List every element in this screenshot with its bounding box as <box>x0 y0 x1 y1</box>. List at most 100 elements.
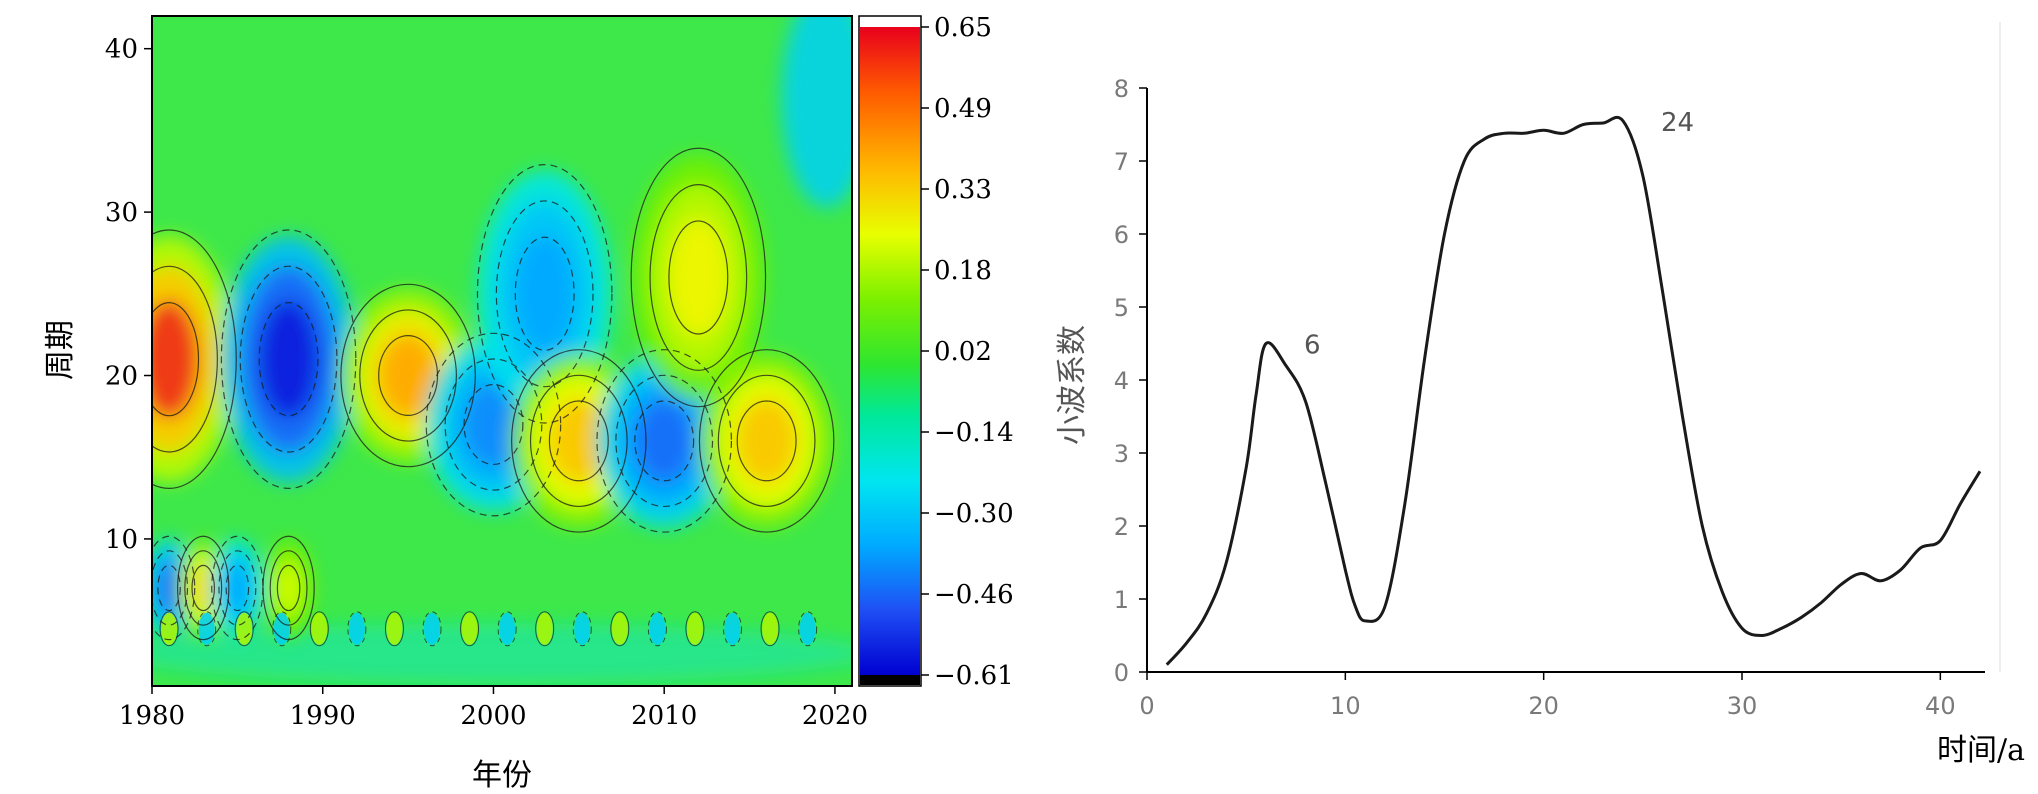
colorbar-ticks: 0.65 0.49 0.33 0.18 0.02 −0.14 −0.30 −0.46 −0.61 <box>921 13 1014 691</box>
heatmap-contour <box>460 611 480 647</box>
heatmap-feature-core <box>259 299 318 419</box>
heatmap-contour <box>152 229 237 489</box>
heatmap-contour <box>647 611 667 647</box>
heatmap-y-label: 周期 <box>43 320 78 380</box>
heatmap-feature-core <box>277 564 300 612</box>
heatmap-contour <box>384 611 404 647</box>
heatmap-contour <box>152 265 218 453</box>
heatmap-contour <box>218 550 257 626</box>
heatmap-contour <box>548 400 609 482</box>
heatmap-contour <box>596 349 732 533</box>
heatmap-contour <box>630 147 767 408</box>
heatmap-contour <box>359 309 457 442</box>
colorbar-low-cap <box>860 675 920 685</box>
heatmap-contour <box>685 611 705 647</box>
heatmap-contour <box>184 550 223 626</box>
heatmap-contour <box>760 611 780 647</box>
heatmap-y-tick-label: 10 <box>105 525 138 555</box>
wavelet-coefficient-line <box>1165 115 1982 666</box>
heatmap-contour <box>378 335 439 417</box>
heatmap-contour <box>191 564 216 612</box>
heatmap-contour <box>497 611 517 647</box>
line-points <box>1165 119 1981 666</box>
colorbar-tick-label: 0.02 <box>934 337 992 367</box>
heatmap-contour <box>514 236 575 351</box>
heatmap-contour <box>798 611 818 647</box>
heatmap-x-tick-label: 2020 <box>802 701 868 731</box>
heatmap-feature-core <box>668 217 728 337</box>
heatmap-contour <box>234 611 254 647</box>
heatmap-contours <box>152 147 835 647</box>
line-annotations: 6 24 <box>1304 108 1694 361</box>
line-x-tick-label: 40 <box>1925 692 1956 720</box>
heatmap-contour <box>444 358 543 491</box>
heatmap-small-cell <box>386 612 403 645</box>
heatmap-feature-core <box>634 398 694 483</box>
heatmap-contour <box>239 265 338 453</box>
heatmap-contour <box>159 611 179 647</box>
heatmap-contour <box>258 302 319 417</box>
colorbar-tick-label: −0.14 <box>934 418 1014 448</box>
colorbar-tick-label: 0.49 <box>934 94 992 124</box>
heatmap-contour <box>269 550 308 626</box>
wavelet-coefficient-chart: 0 10 20 30 40 0 1 2 3 4 5 6 7 8 6 24 小波系数 时间/a <box>1055 22 2025 768</box>
heatmap-small-cell <box>424 612 440 645</box>
heatmap-x-label: 年份 <box>472 758 532 793</box>
heatmap-feature-core <box>464 382 523 467</box>
heatmap-small-cell <box>161 612 178 645</box>
heatmap-small-cell <box>686 612 703 645</box>
heatmap-contour <box>698 349 835 533</box>
heatmap-x-ticks: 1980 1990 2000 2010 2020 <box>119 686 868 731</box>
heatmap-small-cell <box>611 612 628 645</box>
heatmap-small-cell <box>762 612 779 645</box>
heatmap-region <box>781 16 852 208</box>
colorbar-tick-label: 0.18 <box>934 256 992 286</box>
heatmap-contour <box>722 611 742 647</box>
heatmap-contour <box>422 611 442 647</box>
heatmap-x-tick-label: 2010 <box>631 701 697 731</box>
heatmap-contour <box>649 184 748 371</box>
heatmap-contour <box>157 564 181 612</box>
heatmap-small-cell <box>273 612 290 645</box>
heatmap-small-cell <box>311 612 328 645</box>
line-y-tick-label: 8 <box>1114 75 1129 103</box>
heatmap-y-tick-label: 40 <box>105 35 138 65</box>
heatmap-feature-core <box>378 333 438 418</box>
colorbar: 0.65 0.49 0.33 0.18 0.02 −0.14 −0.30 −0.46 −0.61 <box>858 13 1014 691</box>
heatmap-contour <box>340 283 476 468</box>
line-y-tick-label: 6 <box>1114 221 1129 249</box>
heatmap-small-cell <box>536 612 553 645</box>
heatmap-small-cell <box>348 612 365 645</box>
heatmap-contour <box>347 611 367 647</box>
heatmap-contour <box>152 535 196 641</box>
heatmap-feature-core <box>226 564 249 612</box>
heatmap-small-cell <box>461 612 478 645</box>
heatmap-x-tick-label: 1990 <box>290 701 356 731</box>
heatmap-y-tick-label: 20 <box>105 362 138 392</box>
wavelet-heatmap: 1980 1990 2000 2010 2020 10 20 30 40 年份 周期 <box>43 15 868 793</box>
heatmap-contour <box>572 611 592 647</box>
heatmap-contour <box>717 374 816 508</box>
heatmap-contour <box>511 349 647 533</box>
line-y-tick-label: 0 <box>1114 659 1129 687</box>
line-y-tick-label: 5 <box>1114 294 1129 322</box>
heatmap-contour <box>476 164 613 424</box>
heatmap-small-cell <box>724 612 741 645</box>
heatmap-contour <box>225 564 250 612</box>
heatmap-contour <box>177 535 230 641</box>
heatmap-contour <box>152 550 189 626</box>
heatmap-contour <box>276 564 301 612</box>
line-y-ticks: 0 1 2 3 4 5 6 7 8 <box>1114 75 1147 687</box>
heatmap-contour <box>610 611 630 647</box>
heatmap-contour <box>309 611 329 647</box>
heatmap-contour <box>615 374 714 508</box>
heatmap-small-cell <box>236 612 253 645</box>
heatmap-contour <box>463 384 524 466</box>
heatmap-contour <box>425 332 562 517</box>
heatmap-feature-core <box>515 234 575 354</box>
heatmap-small-cell <box>499 612 516 645</box>
colorbar-gradient <box>860 27 920 675</box>
colorbar-tick-label: −0.30 <box>934 499 1014 529</box>
heatmap-feature-core <box>192 564 215 612</box>
